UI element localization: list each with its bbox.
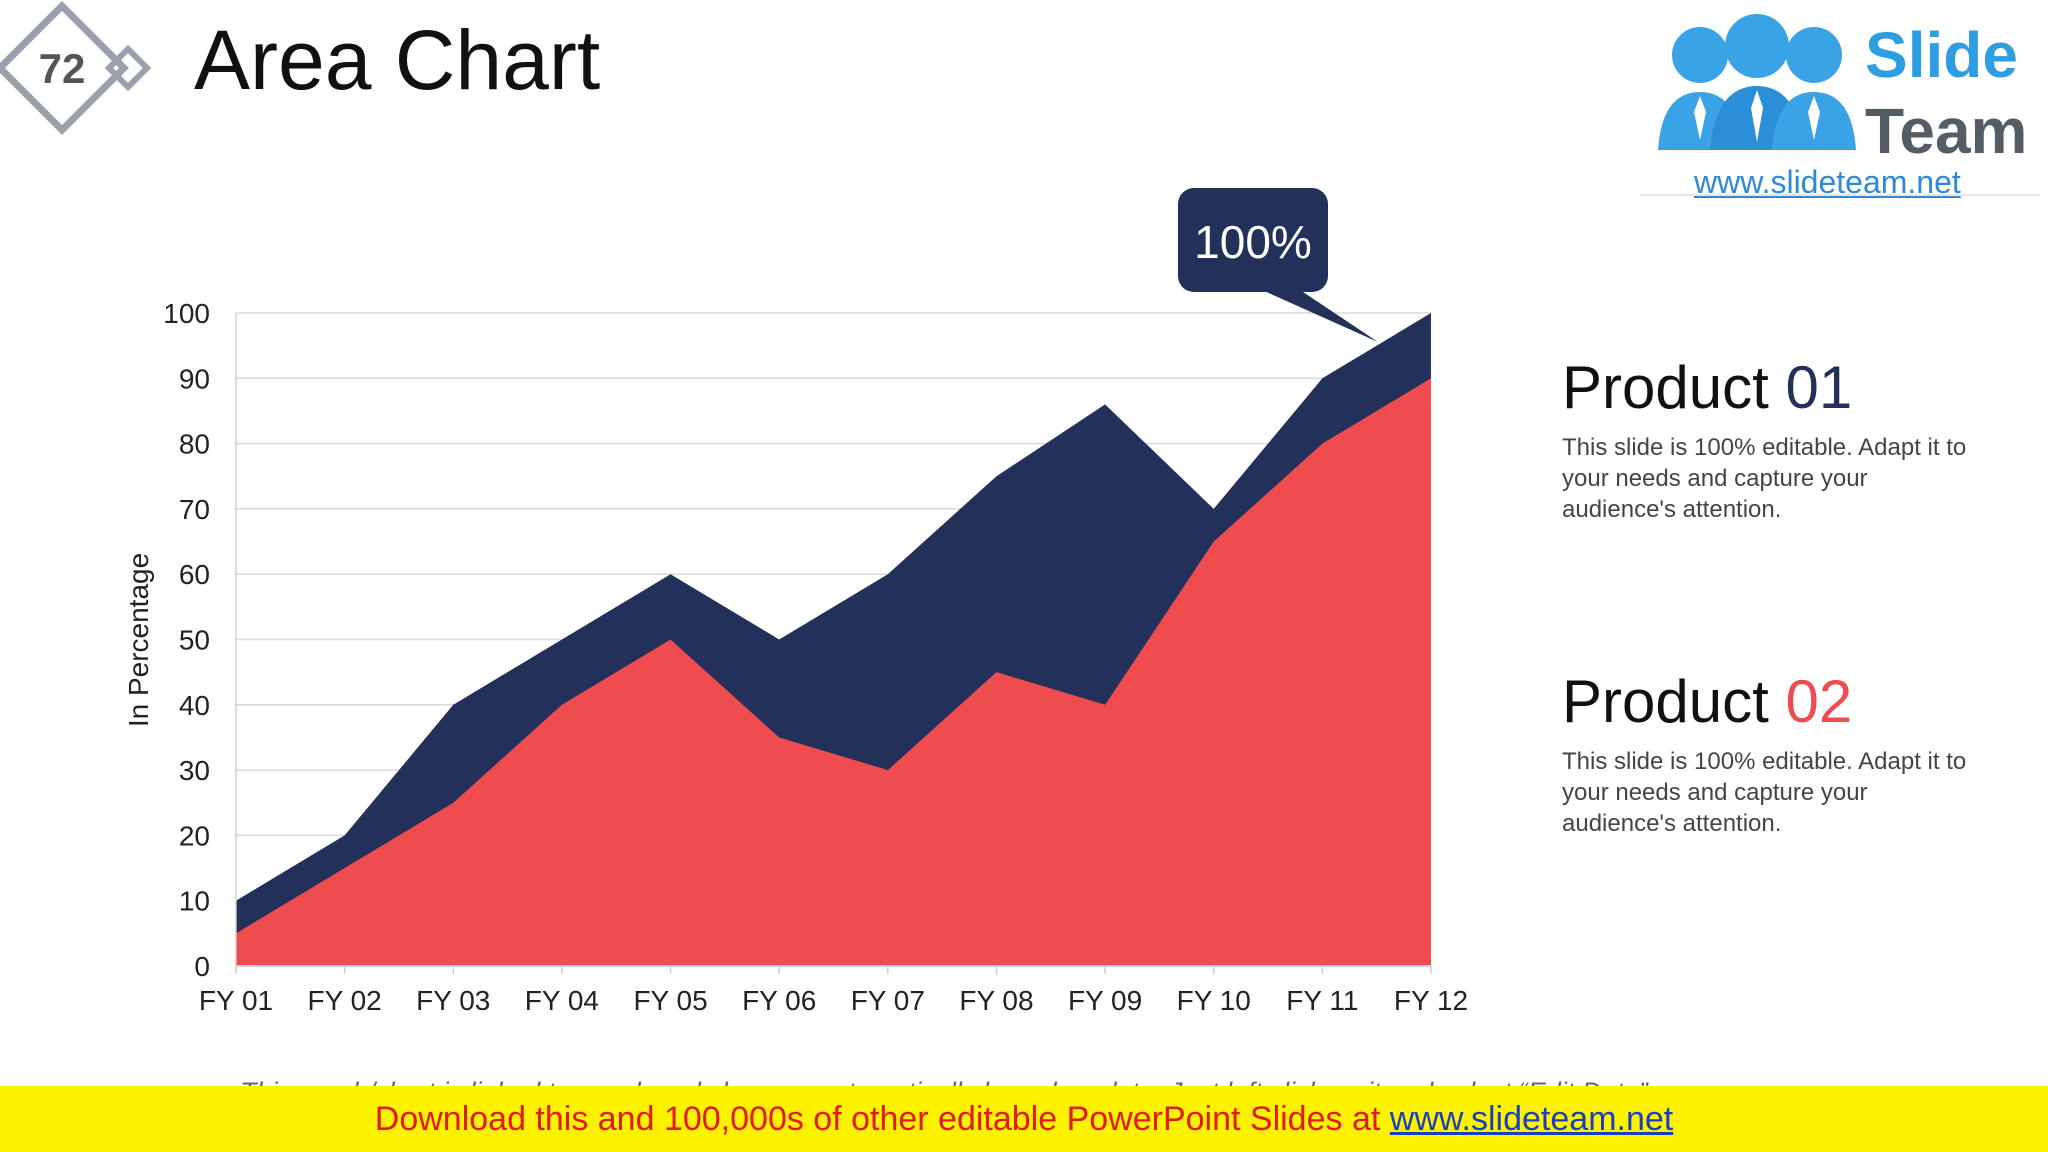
callout-label: 100% <box>1194 216 1312 268</box>
logo-word-team: Team <box>1865 95 2028 167</box>
product-1-number: 01 <box>1785 354 1853 421</box>
page-title: Area Chart <box>194 13 601 107</box>
x-tick-label: FY 12 <box>1394 985 1468 1016</box>
logo-word-slide: Slide <box>1865 19 2018 91</box>
x-tick-label: FY 03 <box>416 985 490 1016</box>
x-tick-label: FY 09 <box>1068 985 1142 1016</box>
y-tick-label: 80 <box>179 429 210 460</box>
y-tick-label: 0 <box>194 951 210 982</box>
slide-number: 72 <box>39 45 86 92</box>
x-tick-label: FY 07 <box>851 985 925 1016</box>
product-2-heading-word: Product <box>1562 668 1769 735</box>
slide-number-badge: 72 <box>0 1 152 135</box>
y-axis-label: In Percentage <box>123 553 154 727</box>
product-1-heading: Product 01 <box>1562 358 1982 418</box>
callout-pointer <box>1262 290 1378 342</box>
y-tick-label: 10 <box>179 886 210 917</box>
x-tick-label: FY 04 <box>525 985 599 1016</box>
logo-divider <box>1640 194 2040 196</box>
y-axis-tick-labels: 0 10 20 30 40 50 60 70 80 90 100 <box>163 298 210 982</box>
x-axis-tick-labels: FY 01 FY 02 FY 03 FY 04 FY 05 FY 06 FY 07 FY 08… <box>199 966 1468 1016</box>
y-tick-label: 60 <box>179 559 210 590</box>
download-banner: Download this and 100,000s of other edit… <box>0 1086 2048 1152</box>
y-tick-label: 100 <box>163 298 210 329</box>
x-tick-label: FY 05 <box>633 985 707 1016</box>
callout-bubble <box>1178 188 1328 292</box>
area-series-2 <box>236 378 1431 966</box>
product-1-block: Product 01 This slide is 100% editable. … <box>1562 358 1982 525</box>
download-banner-text: Download this and 100,000s of other edit… <box>375 1100 1673 1138</box>
product-2-heading: Product 02 <box>1562 672 1982 732</box>
y-tick-label: 20 <box>179 820 210 851</box>
y-tick-label: 50 <box>179 625 210 656</box>
y-tick-label: 90 <box>179 363 210 394</box>
product-1-description: This slide is 100% editable. Adapt it to… <box>1562 434 1967 523</box>
x-tick-label: FY 11 <box>1286 985 1358 1016</box>
product-2-block: Product 02 This slide is 100% editable. … <box>1562 672 1982 839</box>
x-tick-label: FY 06 <box>742 985 816 1016</box>
x-tick-label: FY 08 <box>959 985 1033 1016</box>
x-tick-label: FY 02 <box>308 985 382 1016</box>
x-tick-label: FY 01 <box>199 985 273 1016</box>
product-2-description: This slide is 100% editable. Adapt it to… <box>1562 748 1967 837</box>
team-people-icon <box>1658 14 1856 150</box>
y-tick-label: 70 <box>179 494 210 525</box>
chart-areas <box>236 313 1431 966</box>
banner-message: Download this and 100,000s of other edit… <box>374 1100 1390 1138</box>
y-tick-label: 40 <box>179 690 210 721</box>
product-2-number: 02 <box>1785 668 1853 735</box>
badge-diamond-outer <box>0 1 129 135</box>
product-1-heading-word: Product <box>1562 354 1769 421</box>
slideteam-logo[interactable]: Slide Team www.slideteam.net <box>1640 0 2040 200</box>
chart-axes <box>235 313 1431 967</box>
banner-link[interactable]: www.slideteam.net <box>1389 1100 1674 1138</box>
x-tick-label: FY 10 <box>1177 985 1251 1016</box>
peak-callout: 100% <box>1178 188 1378 342</box>
y-tick-label: 30 <box>179 755 210 786</box>
badge-diamond-small <box>104 44 152 92</box>
